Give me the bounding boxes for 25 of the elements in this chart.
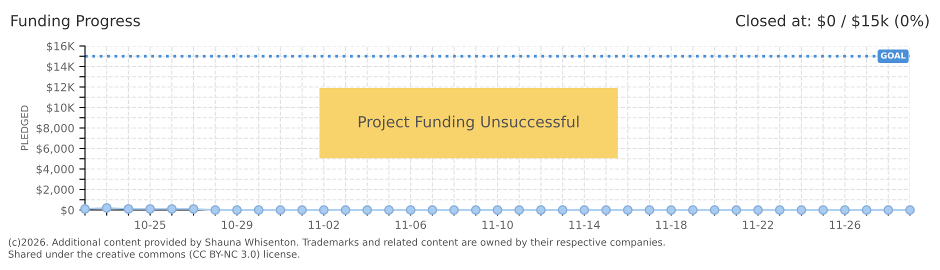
y-tick-label: $10K <box>47 103 75 114</box>
x-tick-label: 11-14 <box>569 220 600 229</box>
x-tick-label: 10-29 <box>222 220 252 230</box>
annotation: Project Funding Unsuccessful <box>358 116 578 130</box>
chart-title: Funding Progress <box>12 14 140 30</box>
x-tick-label: 11-10 <box>482 220 513 230</box>
y-tick-label: $16K <box>47 42 75 52</box>
x-tick-label: 11-22 <box>743 220 774 229</box>
y-tick-label: $12K <box>47 82 75 93</box>
x-tick-label: 11-06 <box>396 220 426 230</box>
text: (c)2026. Additional content provided by Shauna Whisenton. Trademarks and related content are owned by their respective companies. <box>8 238 665 248</box>
x-tick-label: 10-25 <box>135 220 166 230</box>
y-tick-label: $14K <box>47 62 75 72</box>
y-tick-label: $4,000 <box>36 164 74 175</box>
text: Closed at: $0 / $15k (0%) <box>736 14 929 28</box>
y-tick-label: $8,000 <box>36 124 74 134</box>
x-tick-label: 11-18 <box>656 220 687 230</box>
text: Shared under the creative commons (CC BY-NC 3.0) license. <box>8 250 300 259</box>
y-tick-label: $6,000 <box>36 144 74 154</box>
ref-line-label: GOAL <box>880 52 906 59</box>
x-tick-label: 11-02 <box>308 220 339 230</box>
y-tick-label: $2,000 <box>36 185 74 196</box>
y-axis-title: PLEDGED <box>20 106 28 150</box>
y-tick-label: $0 <box>61 206 74 216</box>
x-tick-label: 11-26 <box>830 220 860 230</box>
